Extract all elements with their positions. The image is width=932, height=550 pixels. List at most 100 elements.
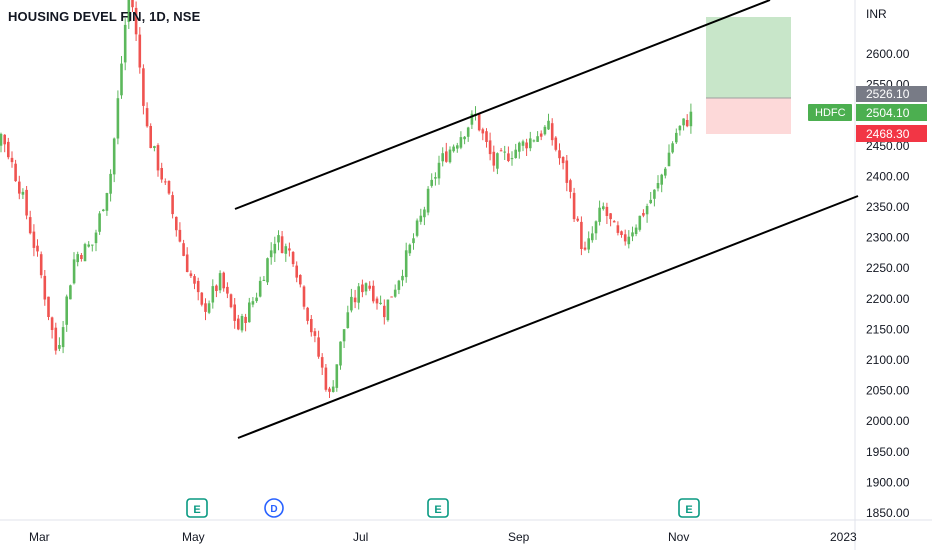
candle-body: [685, 120, 689, 127]
candle-body: [18, 181, 21, 194]
candle-body: [160, 168, 163, 180]
candle-body: [627, 236, 631, 245]
upper-channel-line[interactable]: [234, 0, 771, 210]
lower-channel-line[interactable]: [237, 195, 859, 439]
y-tick-label: 2100.00: [866, 353, 910, 367]
candle-body: [342, 329, 346, 342]
y-tick-label: 2350.00: [866, 200, 910, 214]
candle-body: [598, 207, 601, 222]
earnings-marker-nov[interactable]: E: [678, 498, 700, 518]
dividend-marker[interactable]: D: [264, 498, 284, 518]
earnings-marker-aug[interactable]: E: [427, 498, 449, 518]
candle-body: [36, 245, 39, 252]
candle-body: [466, 127, 470, 137]
candle-body: [565, 160, 569, 183]
candle-body: [149, 126, 152, 148]
earnings-marker-label: E: [193, 504, 200, 516]
y-tick-label: 2050.00: [866, 384, 910, 398]
candle-body: [313, 331, 317, 336]
candle-body: [306, 307, 309, 321]
earnings-marker-may[interactable]: E: [186, 498, 208, 518]
candle-body: [258, 280, 262, 297]
candle-body: [138, 34, 142, 68]
candle-body: [167, 181, 171, 194]
x-tick-2023: 2023: [830, 530, 857, 544]
candle-body: [255, 297, 258, 302]
last-price-label: 2504.10: [866, 106, 910, 120]
x-tick-jul: Jul: [353, 530, 368, 544]
candle-body: [123, 24, 127, 63]
candle-body: [335, 364, 339, 388]
candle-body: [178, 229, 182, 242]
candle-body: [470, 113, 474, 125]
candle-body: [156, 145, 160, 171]
candle-body: [496, 153, 499, 169]
symbol-label: HDFC: [815, 107, 846, 119]
y-tick-label: 1850.00: [866, 506, 910, 520]
candle-body: [656, 183, 660, 189]
candle-body: [488, 140, 492, 155]
currency-label: INR: [866, 7, 887, 21]
candle-body: [437, 162, 441, 179]
candle-body: [353, 297, 357, 303]
symbol-tag: HDFC: [808, 104, 852, 121]
candle-body: [550, 123, 554, 141]
loss-zone[interactable]: [706, 98, 791, 134]
y-tick-label: 1900.00: [866, 475, 910, 489]
candle-body: [653, 189, 656, 199]
candle-body: [426, 188, 430, 213]
candle-body: [605, 206, 609, 216]
candle-body: [664, 168, 667, 176]
candle-body: [609, 213, 612, 220]
candle-body: [393, 289, 397, 297]
x-tick-sep: Sep: [508, 530, 530, 544]
candle-body: [61, 327, 65, 348]
candle-body: [412, 238, 415, 244]
candle-body: [288, 248, 291, 251]
candle-body: [638, 215, 642, 230]
candle-body: [222, 272, 225, 289]
candle-body: [284, 246, 288, 254]
candle-body: [171, 195, 174, 215]
candle-body: [43, 275, 47, 300]
candle-body: [631, 232, 634, 237]
candle-body: [445, 151, 448, 162]
candle-body: [185, 254, 189, 272]
y-tick-label: 2450.00: [866, 139, 910, 153]
candle-body: [397, 280, 401, 290]
candle-body: [536, 136, 539, 142]
candle-body: [383, 305, 386, 318]
candle-body: [364, 283, 368, 292]
y-tick-label: 2250.00: [866, 261, 910, 275]
candle-body: [69, 285, 72, 300]
candle-body: [689, 111, 693, 127]
candle-body: [39, 254, 43, 276]
candle-body: [675, 132, 678, 143]
candle-body: [408, 244, 412, 254]
candle-body: [134, 7, 138, 35]
candle-body: [667, 152, 671, 167]
profit-zone[interactable]: [706, 17, 791, 98]
candle-body: [477, 114, 481, 131]
candle-body: [671, 143, 674, 153]
candle-body: [521, 141, 525, 146]
candle-body: [320, 357, 324, 368]
candle-body: [401, 275, 404, 281]
candle-body: [83, 244, 87, 262]
candle-body: [310, 319, 313, 333]
candle-body: [295, 265, 298, 278]
candle-body: [299, 275, 302, 285]
candle-body: [233, 304, 236, 321]
candle-body: [200, 292, 204, 305]
candle-body: [193, 276, 196, 284]
candle-body: [503, 151, 506, 153]
candle-body: [580, 221, 583, 249]
candle-body: [547, 120, 550, 130]
candle-body: [350, 296, 353, 311]
candle-body: [594, 221, 598, 234]
candle-body: [324, 367, 328, 390]
candle-body: [58, 345, 61, 349]
candle-body: [386, 299, 390, 321]
y-tick-label: 2200.00: [866, 292, 910, 306]
